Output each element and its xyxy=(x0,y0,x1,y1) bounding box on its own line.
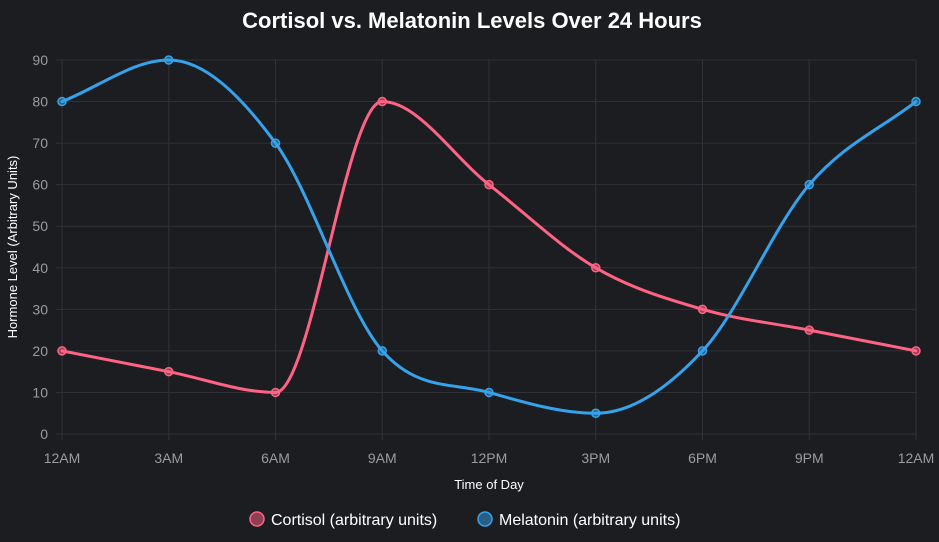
data-point[interactable] xyxy=(57,96,67,107)
data-point[interactable] xyxy=(804,325,814,335)
y-axis-ticks: 0 10 20 30 40 50 60 70 80 90 xyxy=(32,52,48,442)
y-tick-label: 40 xyxy=(32,260,48,276)
x-tick-label: 12PM xyxy=(471,450,508,466)
data-point[interactable] xyxy=(804,179,814,190)
data-point[interactable] xyxy=(591,263,601,273)
y-tick-label: 10 xyxy=(32,384,48,400)
legend-swatch xyxy=(477,511,493,527)
x-tick-label: 9PM xyxy=(795,450,824,466)
series-cortisol xyxy=(57,96,921,398)
x-tick-label: 12AM xyxy=(898,450,935,466)
data-point[interactable] xyxy=(164,55,174,65)
legend[interactable]: Cortisol (arbitrary units) Melatonin (arb… xyxy=(249,511,680,529)
data-point[interactable] xyxy=(697,346,708,356)
y-tick-label: 20 xyxy=(32,343,48,359)
series-line xyxy=(60,100,918,394)
legend-item[interactable]: Melatonin (arbitrary units) xyxy=(477,511,680,529)
x-tick-label: 6AM xyxy=(261,450,290,466)
grid xyxy=(56,59,917,440)
x-tick-label: 3PM xyxy=(581,450,610,466)
x-axis-ticks: 12AM 3AM 6AM 9AM 12PM 3PM 6PM 9PM 12AM xyxy=(44,450,935,466)
x-tick-label: 12AM xyxy=(44,450,81,466)
data-point[interactable] xyxy=(57,346,67,356)
y-tick-label: 90 xyxy=(32,52,48,68)
series-layer xyxy=(57,55,921,418)
legend-label: Melatonin (arbitrary units) xyxy=(499,512,680,529)
data-point[interactable] xyxy=(164,366,174,377)
data-point[interactable] xyxy=(484,387,494,398)
x-tick-label: 9AM xyxy=(368,450,397,466)
y-tick-label: 80 xyxy=(32,94,48,110)
y-tick-label: 30 xyxy=(32,301,48,317)
data-point[interactable] xyxy=(270,138,281,148)
data-point[interactable] xyxy=(591,408,601,418)
data-point[interactable] xyxy=(911,346,921,356)
data-point[interactable] xyxy=(377,96,387,107)
y-tick-label: 60 xyxy=(32,177,48,193)
legend-label: Cortisol (arbitrary units) xyxy=(271,512,437,529)
legend-swatch xyxy=(249,511,265,527)
data-point[interactable] xyxy=(377,346,387,356)
data-point[interactable] xyxy=(697,304,708,315)
x-tick-label: 3AM xyxy=(154,450,183,466)
series-melatonin xyxy=(57,55,921,418)
y-axis-title: Hormone Level (Arbitrary Units) xyxy=(5,156,20,339)
data-point[interactable] xyxy=(484,179,494,190)
x-axis-title: Time of Day xyxy=(454,477,524,492)
data-point[interactable] xyxy=(911,96,921,107)
chart-title: Cortisol vs. Melatonin Levels Over 24 Ho… xyxy=(242,8,702,33)
y-tick-label: 70 xyxy=(32,135,48,151)
data-point[interactable] xyxy=(270,387,281,398)
x-tick-label: 6PM xyxy=(688,450,717,466)
y-tick-label: 50 xyxy=(32,218,48,234)
legend-item[interactable]: Cortisol (arbitrary units) xyxy=(249,511,437,529)
y-tick-label: 0 xyxy=(40,426,48,442)
